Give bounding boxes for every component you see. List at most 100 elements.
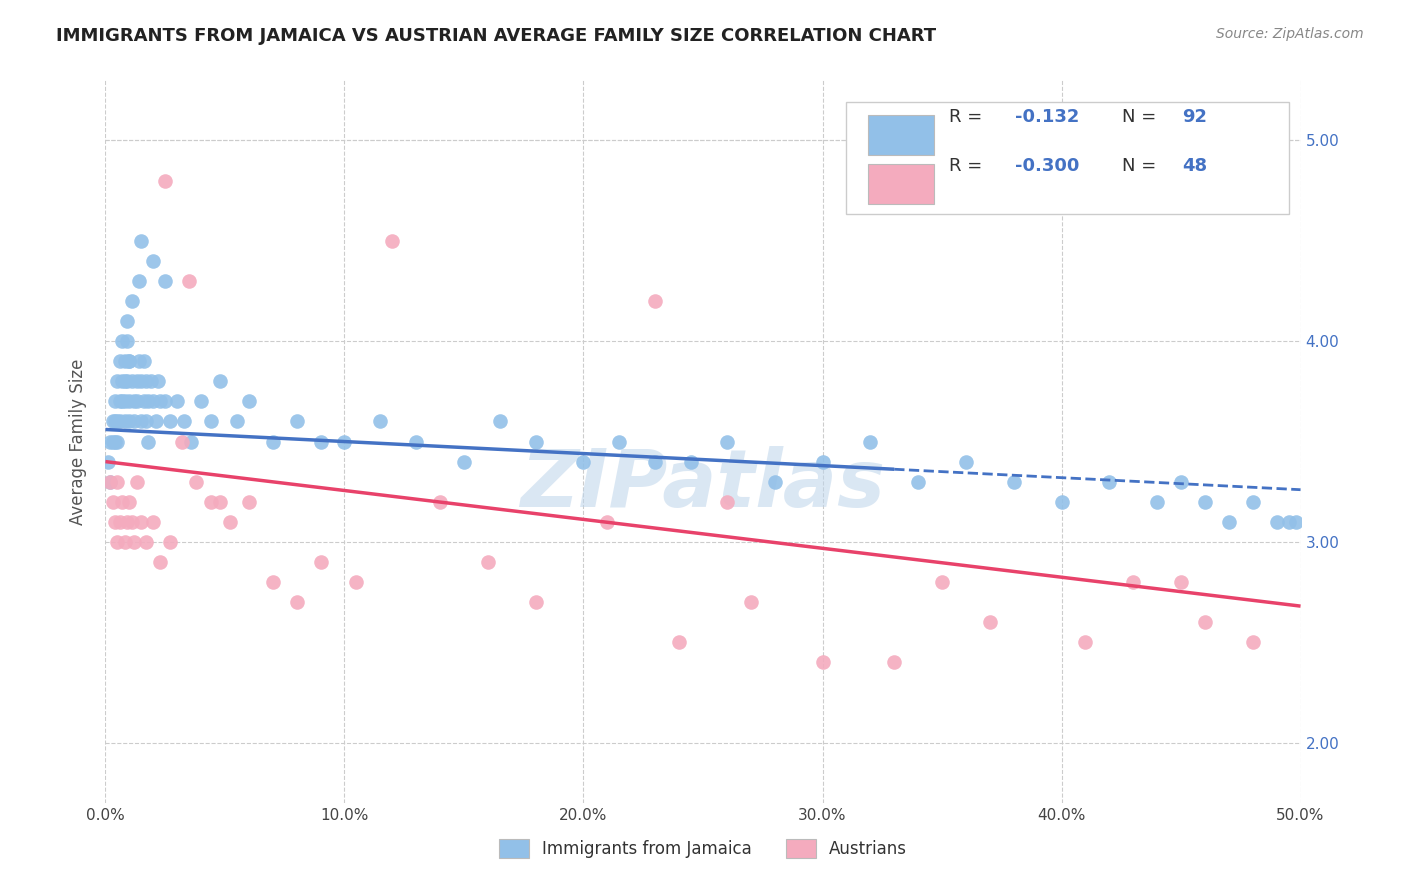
Text: 92: 92 [1182,108,1208,126]
FancyBboxPatch shape [868,164,934,204]
Point [115,314,138,328]
Point [1285,515,1308,529]
Point [209,375,232,389]
Point [135,534,157,549]
Point [309,434,332,449]
Point [108,354,131,368]
Text: N =: N = [1122,108,1163,126]
Point [129,234,153,248]
FancyBboxPatch shape [846,102,1288,214]
Point [107,534,129,549]
Point [979,615,1001,629]
Point [381,234,404,248]
Point [1170,575,1192,590]
Point [121,375,143,389]
Point [1098,475,1121,489]
Point [190,394,212,409]
Point [218,515,240,529]
Point [524,434,547,449]
Point [1194,494,1216,508]
Point [142,253,165,268]
Point [153,173,177,187]
Point [121,293,143,308]
Text: IMMIGRANTS FROM JAMAICA VS AUSTRIAN AVERAGE FAMILY SIZE CORRELATION CHART: IMMIGRANTS FROM JAMAICA VS AUSTRIAN AVER… [56,27,936,45]
Text: ZIPatlas: ZIPatlas [520,446,886,524]
Point [333,434,356,449]
Point [405,434,427,449]
Point [740,595,762,609]
Point [115,375,138,389]
Point [716,434,738,449]
Point [572,454,595,469]
Point [907,475,929,489]
Point [1122,575,1144,590]
Point [159,534,181,549]
Point [180,434,202,449]
Point [111,394,134,409]
Point [104,434,127,449]
Point [149,394,172,409]
Text: R =: R = [949,157,988,175]
Point [173,414,195,428]
Point [111,375,134,389]
Point [114,534,136,549]
Point [98,475,121,489]
Point [122,414,145,428]
Point [122,534,145,549]
Point [125,394,148,409]
Legend: Immigrants from Jamaica, Austrians: Immigrants from Jamaica, Austrians [491,830,915,867]
Point [811,454,834,469]
Point [101,434,124,449]
Text: -0.132: -0.132 [1015,108,1080,126]
Point [104,394,127,409]
Point [107,375,129,389]
Point [763,475,786,489]
Point [114,394,136,409]
Point [97,454,120,469]
Point [716,494,738,508]
Point [98,475,121,489]
Point [146,375,169,389]
Point [186,475,208,489]
Point [118,414,141,428]
Point [139,375,162,389]
Point [118,494,141,508]
Point [132,394,155,409]
Text: 48: 48 [1182,157,1208,175]
Point [111,334,134,348]
Point [285,595,308,609]
Point [104,515,127,529]
Point [111,494,134,508]
Point [859,434,882,449]
Point [128,354,150,368]
Text: -0.300: -0.300 [1015,157,1080,175]
Point [125,475,148,489]
Point [107,475,129,489]
Point [209,494,232,508]
Point [238,494,260,508]
Point [108,515,131,529]
Point [644,454,666,469]
Point [607,434,630,449]
Point [368,414,391,428]
Point [101,494,124,508]
Point [166,394,188,409]
Point [955,454,977,469]
Point [883,655,905,669]
Point [135,375,157,389]
Point [149,555,172,569]
Point [681,454,703,469]
Point [132,354,155,368]
Point [177,274,201,288]
Point [1146,494,1168,508]
Point [309,555,332,569]
Text: Source: ZipAtlas.com: Source: ZipAtlas.com [1216,27,1364,41]
Point [107,434,129,449]
Point [114,414,136,428]
Point [107,414,129,428]
Point [138,394,160,409]
Point [108,394,131,409]
Point [138,434,160,449]
Point [477,555,499,569]
Point [200,414,222,428]
